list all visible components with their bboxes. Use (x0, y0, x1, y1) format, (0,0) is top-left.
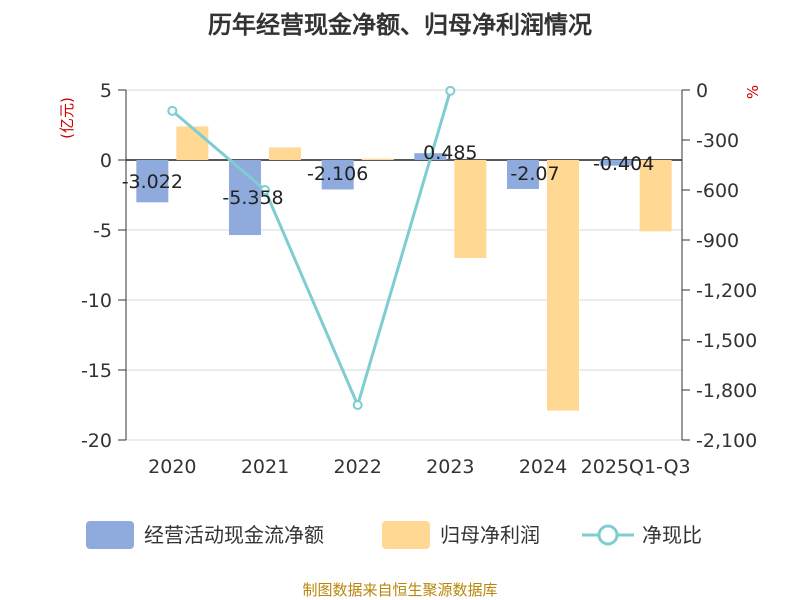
legend-label-profit: 归母净利润 (440, 523, 540, 547)
right-tick-label: -1,800 (696, 380, 757, 402)
left-tick-label: -5 (93, 220, 112, 242)
profit-bar (639, 160, 672, 232)
legend-label-cashflow: 经营活动现金流净额 (144, 523, 324, 547)
cashflow-data-label: 0.485 (423, 142, 477, 164)
x-axis-label: 2021 (241, 456, 289, 478)
ratio-point (260, 185, 270, 195)
cashflow-data-label: -0.404 (593, 153, 654, 175)
right-axis-unit: % (744, 85, 762, 99)
ratio-line (171, 90, 452, 410)
legend-marker-ratio (597, 524, 619, 546)
profit-bar (361, 158, 394, 160)
left-tick-label: -20 (81, 430, 112, 452)
cashflow-bar (599, 160, 632, 166)
ratio-point (352, 400, 363, 410)
right-tick-label: -1,200 (696, 280, 757, 302)
right-tick-label: -900 (696, 230, 739, 252)
right-tick-label: -2,100 (696, 430, 757, 452)
left-axis-unit: (亿元) (58, 97, 76, 139)
ratio-point (167, 105, 178, 116)
left-tick-label: 0 (100, 150, 112, 172)
x-axis-label: 2024 (519, 456, 567, 478)
profit-bar (547, 160, 579, 411)
left-tick-label: 5 (100, 80, 112, 102)
grid-lines (126, 89, 682, 441)
source-note: 制图数据来自恒生聚源数据库 (302, 581, 497, 599)
left-axis: 5 0 -5 -10 -15 -20 (81, 80, 127, 452)
data-labels: -3.022 -5.358 -2.106 0.485 -2.07 -0.404 (122, 142, 655, 209)
left-tick-label: -10 (81, 290, 112, 312)
right-tick-label: -1,500 (696, 330, 757, 352)
chart-title: 历年经营现金净额、归母净利润情况 (208, 11, 592, 39)
x-axis-label: 2020 (148, 456, 196, 478)
legend: 经营活动现金流净额 归母净利润 净现比 (86, 521, 702, 549)
cashflow-bar (136, 160, 169, 203)
legend-label-ratio: 净现比 (642, 523, 702, 547)
cashflow-bar (507, 160, 539, 189)
right-tick-label: -600 (696, 180, 739, 202)
x-axis-label: 2022 (333, 456, 381, 478)
right-tick-label: -300 (696, 130, 739, 152)
cashflow-data-label: -5.358 (222, 187, 283, 209)
profit-bar (454, 160, 487, 258)
cashflow-bar (321, 160, 354, 190)
ratio-point (445, 85, 456, 96)
right-axis: 0 -300 -600 -900 -1,200 -1,500 -1,800 -2,100 (681, 80, 757, 452)
profit-bar (176, 126, 209, 160)
ratio-line-series (167, 85, 456, 410)
x-axis-label: 2023 (426, 456, 474, 478)
cashflow-data-label: -2.106 (307, 163, 368, 185)
cashflow-data-label: -3.022 (122, 171, 183, 193)
profit-bar (269, 147, 301, 160)
legend-swatch-profit (382, 521, 430, 549)
bar-series (136, 126, 672, 411)
legend-swatch-cashflow (86, 521, 134, 549)
x-axis-labels: 2020 2021 2022 2023 2024 2025Q1-Q3 (148, 456, 691, 478)
cashflow-data-label: -2.07 (510, 163, 559, 185)
left-tick-label: -15 (81, 360, 112, 382)
x-axis-label: 2025Q1-Q3 (581, 456, 691, 478)
right-tick-label: 0 (696, 80, 708, 102)
